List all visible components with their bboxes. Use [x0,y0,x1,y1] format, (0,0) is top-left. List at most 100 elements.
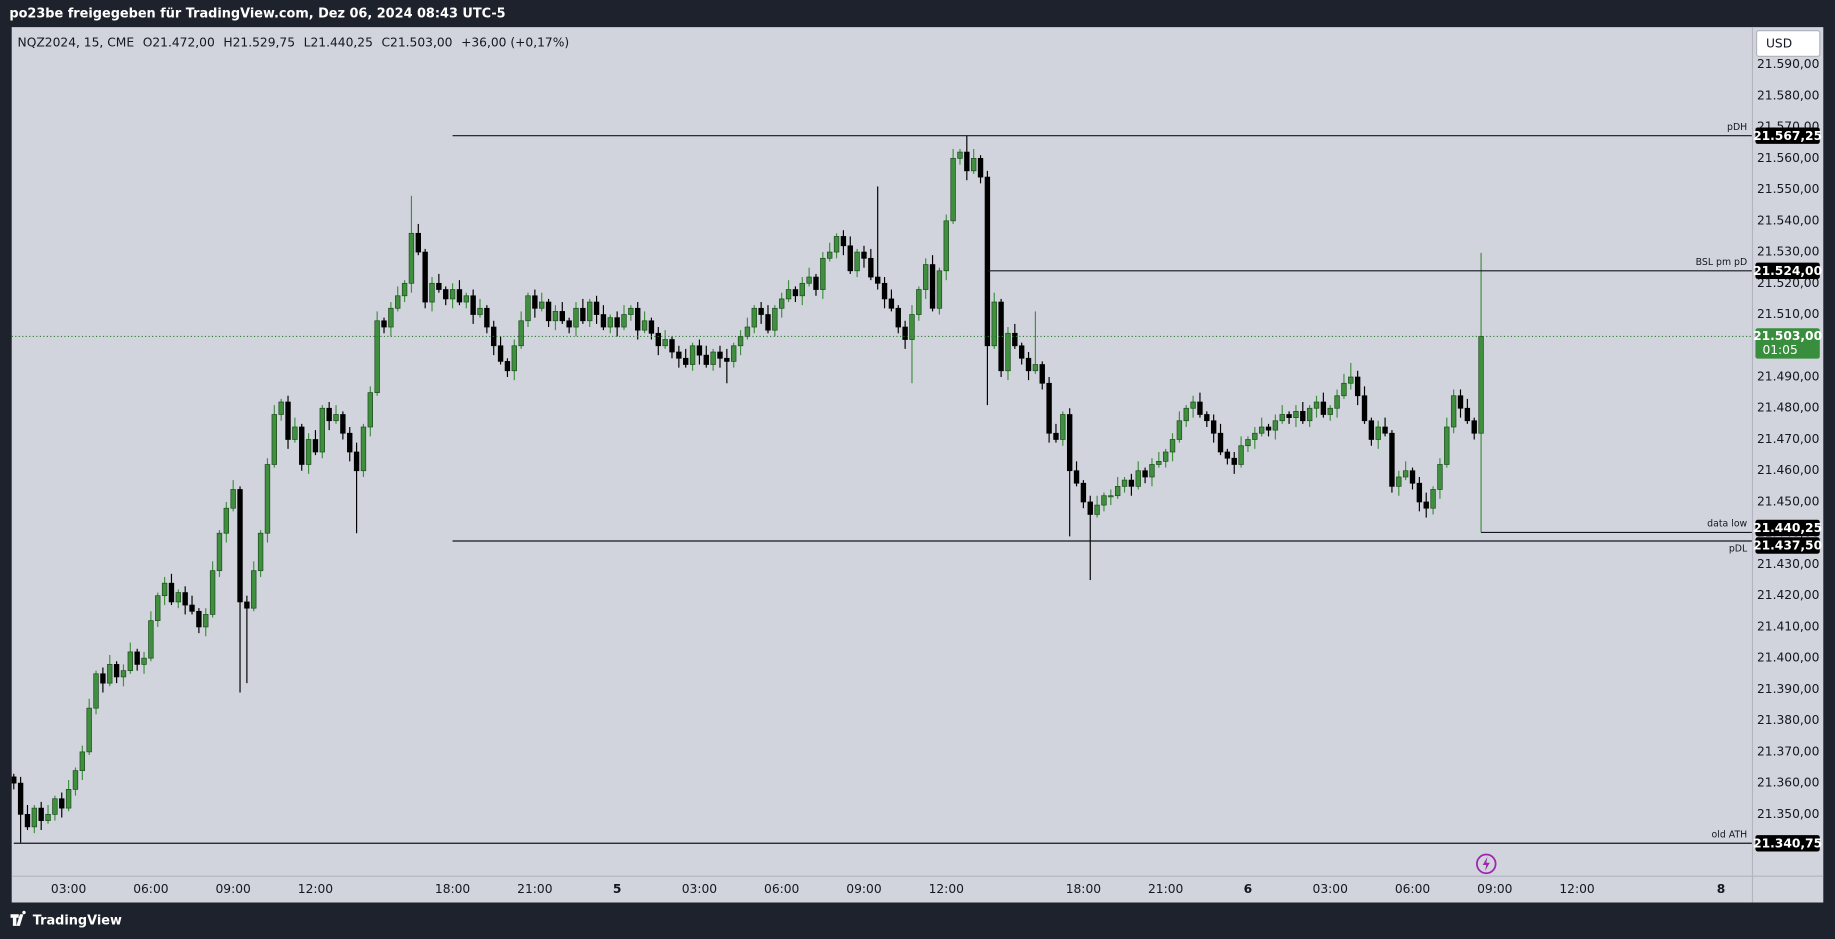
candle-body [689,345,696,365]
y-tick-label: 21.480,00 [1757,401,1819,415]
y-tick-label: 21.420,00 [1757,588,1819,602]
y-tick-label: 21.560,00 [1757,151,1819,165]
candle-body [367,392,373,428]
candle-body [991,301,997,347]
candle-body [1464,407,1471,422]
candle-body [1478,336,1484,434]
candle-body [1341,382,1347,397]
candle-body [1128,479,1135,487]
candle-body [1210,420,1217,434]
candle-body [813,276,819,290]
level-name: data low [1707,519,1747,530]
candle-body [305,439,312,465]
candle-body [1361,395,1368,422]
x-tick-label: 5 [613,882,622,896]
candle-body [1389,432,1395,487]
candle-body [957,151,963,159]
candle-body [532,295,538,309]
candle-body [525,295,531,322]
candle-body [902,326,908,340]
x-tick-label: 12:00 [1559,882,1594,896]
candle-body [1258,426,1265,434]
price-badge-label: 21.567,25 [1753,129,1822,143]
level-name: BSL pm pD [1696,257,1748,268]
candle-body [744,326,751,337]
candle-body [1375,426,1381,440]
candle-body [347,432,353,453]
candle-body [251,570,257,609]
price-badge-label: 21.437,50 [1753,539,1822,553]
y-tick-label: 21.380,00 [1757,713,1819,727]
candle-body [429,282,435,303]
candle-body [669,339,675,353]
candle-body [717,351,723,359]
candle-body [175,592,182,603]
price-badge [1755,262,1820,279]
legend-change: +36,00 (+0,17%) [461,35,569,49]
legend-low: L21.440,25 [304,35,373,49]
candle-body [38,807,44,821]
candle-body [456,289,463,303]
candle-body [1238,445,1244,465]
y-tick-label: 21.520,00 [1757,276,1819,290]
candle-body [1423,501,1429,509]
candle-body [950,157,956,222]
candle-body [909,314,915,340]
candle-body [621,314,627,328]
legend-high: H21.529,75 [223,35,295,49]
candle-body [1286,414,1292,418]
candle-body [1327,407,1333,415]
candle-body [847,245,853,272]
candle-body [648,320,655,334]
candle-body [436,282,442,290]
candle-body [1121,479,1128,487]
candle-body [155,595,161,622]
candle-body [703,354,709,365]
x-tick-label: 09:00 [215,882,250,896]
candle-body [868,257,874,278]
candle-body [1190,401,1196,409]
y-tick-label: 21.470,00 [1757,432,1819,446]
price-badge-label: 21.524,00 [1753,264,1822,278]
x-tick-label: 18:00 [435,882,470,896]
candle-body [628,307,634,315]
candle-body [1039,364,1045,384]
x-tick-label: 21:00 [1148,882,1183,896]
candle-body [120,670,127,678]
candle-body [196,610,202,628]
candle-body [443,289,449,300]
candle-body [922,264,929,290]
candle-body [148,620,154,659]
candle-body [1306,407,1313,422]
candle-body [72,770,79,790]
candle-body [31,807,38,828]
candle-body [676,351,682,359]
candle-body [1334,395,1340,409]
candle-body [278,401,284,415]
candle-body [827,251,833,259]
candle-body [319,407,325,453]
last-price-label: 21.503,00 [1753,329,1822,343]
currency-button[interactable] [1756,30,1821,57]
x-tick-label: 09:00 [1477,882,1512,896]
event-bolt [1482,856,1490,871]
x-tick-label: 18:00 [1066,882,1101,896]
currency-label[interactable]: USD [1766,37,1792,51]
legend-close: C21.503,00 [381,35,452,49]
candle-body [1162,451,1169,462]
candle-body [875,276,881,284]
candle-body [271,414,278,465]
candle-body [1169,439,1176,453]
candle-body [881,282,888,300]
candle-body [1025,357,1032,372]
x-tick-label: 06:00 [133,882,168,896]
candle-body [758,307,764,315]
candle-body [806,276,812,284]
candle-body [593,301,600,315]
candle-body [374,320,380,393]
candle-body [360,426,367,472]
candle-body [1183,407,1189,422]
event-icon[interactable] [1476,853,1497,875]
candle-body [237,489,243,603]
